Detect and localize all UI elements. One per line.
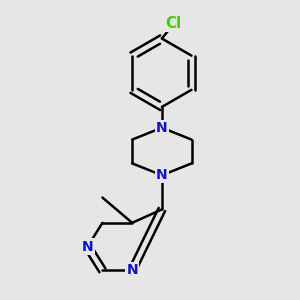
Text: N: N <box>82 240 93 254</box>
Text: Cl: Cl <box>166 16 182 31</box>
Text: N: N <box>156 168 168 182</box>
Text: N: N <box>126 263 138 278</box>
Text: N: N <box>156 121 168 135</box>
